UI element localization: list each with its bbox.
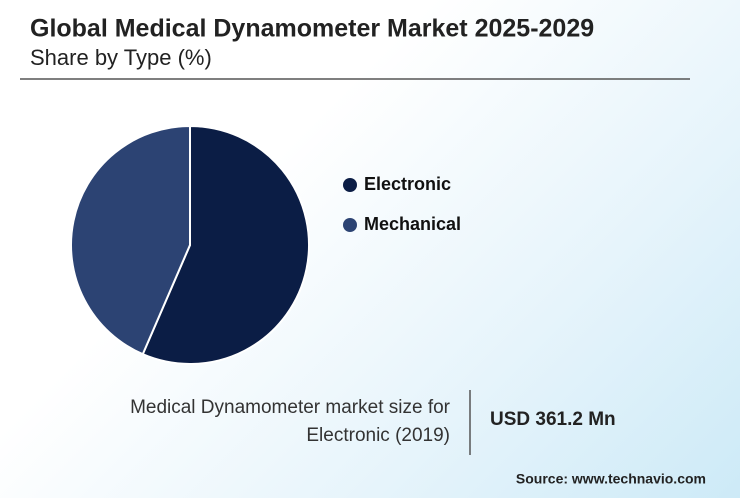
legend-marker [343,218,357,232]
pie-slice [141,124,310,365]
legend-label: Electronic [364,174,451,194]
chart-title: Global Medical Dynamometer Market 2025-2… [30,15,594,43]
market-value: USD 361.2 Mn [490,409,616,430]
description: Electronic (2019) [306,425,450,446]
chart-subtitle: Share by Type (%) [30,45,212,70]
description: Medical Dynamometer market size for [130,397,451,418]
source: Source: www.technavio.com [516,471,706,487]
legend-label: Mechanical [364,214,461,234]
legend-marker [343,178,357,192]
pie-slice [70,124,191,356]
